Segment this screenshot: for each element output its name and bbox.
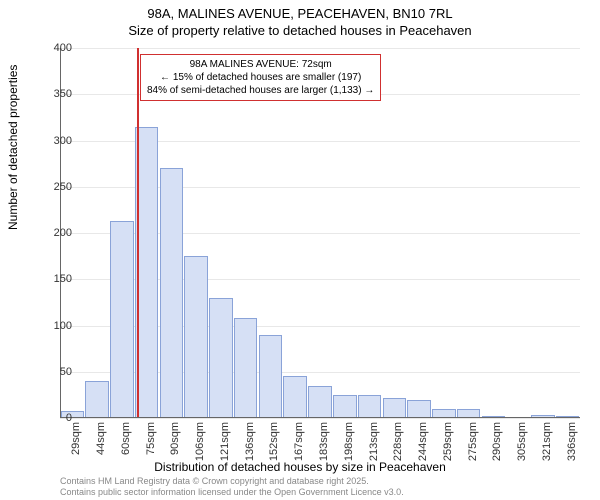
- histogram-bar: [209, 298, 233, 418]
- annotation-box: 98A MALINES AVENUE: 72sqm← 15% of detach…: [140, 54, 381, 101]
- x-tick-label: 275sqm: [467, 422, 479, 462]
- y-axis-label: Number of detached properties: [6, 65, 20, 230]
- histogram-bar: [160, 168, 184, 418]
- x-axis-label: Distribution of detached houses by size …: [0, 460, 600, 474]
- x-tick-label: 336sqm: [566, 422, 578, 462]
- x-tick-label: 244sqm: [417, 422, 429, 462]
- x-tick-label: 198sqm: [343, 422, 355, 462]
- annotation-line: 84% of semi-detached houses are larger (…: [147, 84, 374, 97]
- histogram-bar: [234, 318, 258, 418]
- histogram-bar: [308, 386, 332, 418]
- x-tick-label: 183sqm: [318, 422, 330, 462]
- x-tick-label: 152sqm: [268, 422, 280, 462]
- histogram-bar: [184, 256, 208, 418]
- chart-container: 98A, MALINES AVENUE, PEACEHAVEN, BN10 7R…: [0, 0, 600, 500]
- footer-line2: Contains public sector information licen…: [60, 487, 404, 498]
- gridline: [60, 418, 580, 419]
- x-tick-label: 75sqm: [145, 422, 157, 462]
- x-tick-label: 290sqm: [491, 422, 503, 462]
- histogram-bar: [358, 395, 382, 418]
- x-tick-label: 167sqm: [293, 422, 305, 462]
- x-axis-line: [60, 417, 580, 418]
- x-tick-label: 228sqm: [392, 422, 404, 462]
- y-tick-label: 50: [60, 366, 72, 378]
- histogram-bar: [110, 221, 134, 418]
- annotation-line: 98A MALINES AVENUE: 72sqm: [147, 58, 374, 71]
- y-tick-label: 150: [54, 273, 72, 285]
- x-tick-label: 213sqm: [368, 422, 380, 462]
- histogram-bar: [259, 335, 283, 418]
- y-tick-label: 250: [54, 181, 72, 193]
- footer-attribution: Contains HM Land Registry data © Crown c…: [60, 476, 404, 498]
- histogram-bar: [283, 376, 307, 418]
- histogram-bar: [85, 381, 109, 418]
- x-tick-label: 44sqm: [95, 422, 107, 462]
- chart-title-line2: Size of property relative to detached ho…: [0, 21, 600, 38]
- histogram-bar: [333, 395, 357, 418]
- annotation-line: ← 15% of detached houses are smaller (19…: [147, 71, 374, 84]
- footer-line1: Contains HM Land Registry data © Crown c…: [60, 476, 404, 487]
- histogram-bar: [383, 398, 407, 418]
- chart-title-line1: 98A, MALINES AVENUE, PEACEHAVEN, BN10 7R…: [0, 0, 600, 21]
- x-tick-label: 106sqm: [194, 422, 206, 462]
- y-tick-label: 350: [54, 88, 72, 100]
- reference-line: [137, 48, 139, 418]
- y-tick-label: 300: [54, 135, 72, 147]
- plot-area: 98A MALINES AVENUE: 72sqm← 15% of detach…: [60, 48, 580, 418]
- x-tick-label: 60sqm: [120, 422, 132, 462]
- x-tick-label: 305sqm: [516, 422, 528, 462]
- x-tick-label: 29sqm: [70, 422, 82, 462]
- x-tick-label: 259sqm: [442, 422, 454, 462]
- x-tick-label: 90sqm: [169, 422, 181, 462]
- y-tick-label: 200: [54, 227, 72, 239]
- x-tick-label: 136sqm: [244, 422, 256, 462]
- y-tick-label: 400: [54, 42, 72, 54]
- histogram-bar: [407, 400, 431, 419]
- y-tick-label: 100: [54, 320, 72, 332]
- x-tick-label: 121sqm: [219, 422, 231, 462]
- x-tick-label: 321sqm: [541, 422, 553, 462]
